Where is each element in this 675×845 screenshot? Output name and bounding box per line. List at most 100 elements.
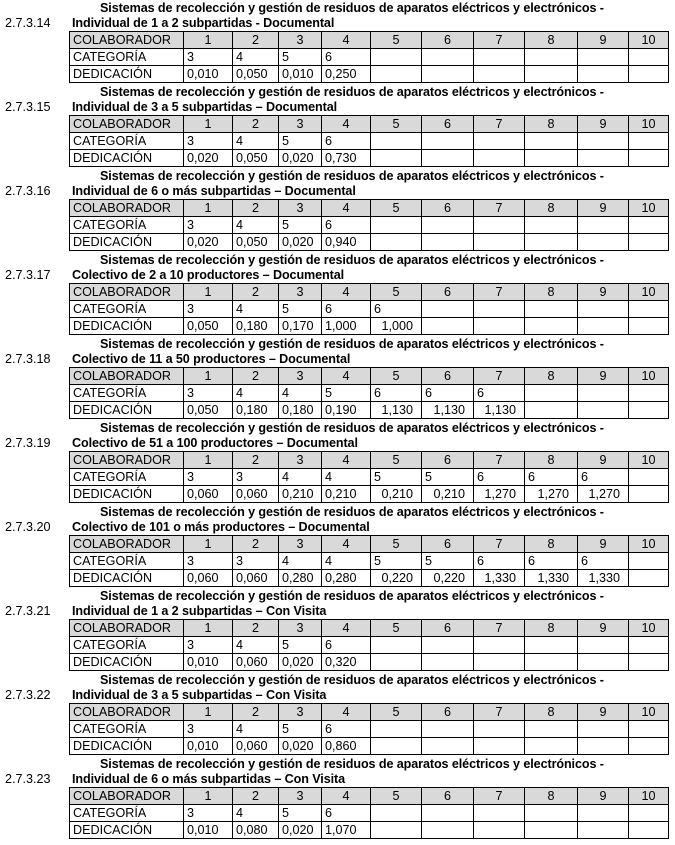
categoria-cell: 3 bbox=[183, 384, 233, 402]
categoria-cell bbox=[628, 636, 669, 654]
categoria-cell bbox=[421, 216, 474, 234]
dedicacion-cell: 0,180 bbox=[232, 401, 279, 419]
dedicacion-cell bbox=[577, 401, 629, 419]
categoria-cell: 5 bbox=[278, 216, 322, 234]
categoria-row: CATEGORÍA 3 4 5 6 bbox=[69, 216, 669, 234]
row-label: CATEGORÍA bbox=[69, 552, 184, 570]
dedicacion-cell bbox=[421, 233, 474, 251]
dedicacion-cell: 0,020 bbox=[183, 233, 233, 251]
dedicacion-cell: 0,060 bbox=[232, 569, 279, 587]
header-cell: 8 bbox=[524, 787, 578, 805]
section-title-line1: Sistemas de recolección y gestión de res… bbox=[100, 505, 604, 519]
categoria-cell bbox=[577, 636, 629, 654]
categoria-cell: 6 bbox=[473, 468, 525, 486]
dedicacion-cell bbox=[524, 65, 578, 83]
categoria-cell bbox=[577, 720, 629, 738]
dedicacion-cell: 0,280 bbox=[278, 569, 322, 587]
row-label: DEDICACIÓN bbox=[69, 653, 184, 671]
categoria-row: CATEGORÍA 3 4 5 6 bbox=[69, 804, 669, 822]
dedicacion-row: DEDICACIÓN 0,010 0,050 0,010 0,250 bbox=[69, 65, 669, 83]
categoria-cell: 5 bbox=[421, 468, 474, 486]
dedicacion-cell: 0,220 bbox=[370, 569, 422, 587]
header-cell: 9 bbox=[577, 367, 629, 385]
section-2-7-3-21: 2.7.3.21 Sistemas de recolección y gestió… bbox=[0, 588, 675, 672]
categoria-cell bbox=[421, 48, 474, 66]
categoria-cell: 6 bbox=[321, 636, 371, 654]
section-number: 2.7.3.22 bbox=[5, 688, 51, 702]
section-title-line2: Individual de 3 a 5 subpartidas – Con Vi… bbox=[72, 688, 327, 702]
header-cell: 4 bbox=[321, 115, 371, 133]
dedicacion-row: DEDICACIÓN 0,060 0,060 0,280 0,280 0,220 0,220… bbox=[69, 569, 669, 587]
header-cell: 7 bbox=[473, 703, 525, 721]
row-label: CATEGORÍA bbox=[69, 804, 184, 822]
header-cell: 5 bbox=[370, 115, 422, 133]
dedicacion-cell: 0,060 bbox=[232, 737, 279, 755]
dedication-table: COLABORADOR 1 2 3 4 5 6 7 8 9 10 CATEGORÍA 3 4 5 6 DEDIC… bbox=[69, 787, 669, 839]
categoria-cell: 5 bbox=[370, 552, 422, 570]
categoria-cell: 6 bbox=[321, 804, 371, 822]
dedicacion-cell bbox=[421, 149, 474, 167]
header-cell: 5 bbox=[370, 199, 422, 217]
section-title-line2: Colectivo de 101 o más productores – Doc… bbox=[72, 520, 370, 534]
header-cell: 6 bbox=[421, 31, 474, 49]
dedicacion-cell bbox=[524, 317, 578, 335]
categoria-cell bbox=[577, 300, 629, 318]
dedicacion-row: DEDICACIÓN 0,010 0,080 0,020 1,070 bbox=[69, 821, 669, 839]
dedicacion-cell bbox=[421, 821, 474, 839]
header-cell: 7 bbox=[473, 367, 525, 385]
categoria-cell bbox=[524, 132, 578, 150]
header-cell: 4 bbox=[321, 535, 371, 553]
section-2-7-3-20: 2.7.3.20 Sistemas de recolección y gestió… bbox=[0, 504, 675, 588]
dedicacion-cell bbox=[628, 821, 669, 839]
header-row: COLABORADOR 1 2 3 4 5 6 7 8 9 10 bbox=[69, 367, 669, 385]
categoria-cell: 4 bbox=[232, 216, 279, 234]
dedicacion-cell: 0,210 bbox=[421, 485, 474, 503]
header-colaborador: COLABORADOR bbox=[69, 703, 184, 721]
header-colaborador: COLABORADOR bbox=[69, 283, 184, 301]
header-cell: 3 bbox=[278, 31, 322, 49]
dedicacion-cell: 0,190 bbox=[321, 401, 371, 419]
categoria-cell bbox=[421, 720, 474, 738]
dedicacion-cell: 1,330 bbox=[473, 569, 525, 587]
dedicacion-cell bbox=[577, 65, 629, 83]
categoria-cell bbox=[370, 216, 422, 234]
header-cell: 4 bbox=[321, 31, 371, 49]
header-cell: 6 bbox=[421, 619, 474, 637]
categoria-cell: 4 bbox=[321, 468, 371, 486]
categoria-cell bbox=[628, 132, 669, 150]
header-colaborador: COLABORADOR bbox=[69, 31, 184, 49]
categoria-cell bbox=[628, 720, 669, 738]
categoria-row: CATEGORÍA 3 4 4 5 6 6 6 bbox=[69, 384, 669, 402]
categoria-cell bbox=[421, 132, 474, 150]
header-cell: 10 bbox=[628, 703, 669, 721]
section-title-line1: Sistemas de recolección y gestión de res… bbox=[100, 421, 604, 435]
categoria-cell: 6 bbox=[421, 384, 474, 402]
dedicacion-cell bbox=[628, 149, 669, 167]
header-cell: 2 bbox=[232, 619, 279, 637]
dedicacion-cell: 1,270 bbox=[473, 485, 525, 503]
header-cell: 9 bbox=[577, 199, 629, 217]
dedicacion-cell bbox=[577, 233, 629, 251]
categoria-cell: 4 bbox=[278, 468, 322, 486]
dedicacion-cell: 0,050 bbox=[232, 233, 279, 251]
header-cell: 3 bbox=[278, 115, 322, 133]
categoria-cell bbox=[524, 48, 578, 66]
header-cell: 9 bbox=[577, 31, 629, 49]
categoria-cell bbox=[370, 132, 422, 150]
dedicacion-cell bbox=[577, 653, 629, 671]
header-row: COLABORADOR 1 2 3 4 5 6 7 8 9 10 bbox=[69, 787, 669, 805]
categoria-cell: 5 bbox=[278, 132, 322, 150]
dedication-table: COLABORADOR 1 2 3 4 5 6 7 8 9 10 CATEGORÍA 3 4 5 6 DEDIC… bbox=[69, 31, 669, 83]
header-cell: 3 bbox=[278, 283, 322, 301]
categoria-cell: 5 bbox=[321, 384, 371, 402]
header-cell: 7 bbox=[473, 451, 525, 469]
section-number: 2.7.3.17 bbox=[5, 268, 51, 282]
categoria-cell: 4 bbox=[232, 720, 279, 738]
dedicacion-cell: 1,330 bbox=[577, 569, 629, 587]
dedicacion-cell: 0,210 bbox=[278, 485, 322, 503]
categoria-row: CATEGORÍA 3 3 4 4 5 5 6 6 6 bbox=[69, 468, 669, 486]
dedicacion-cell: 0,280 bbox=[321, 569, 371, 587]
dedicacion-cell: 0,020 bbox=[278, 653, 322, 671]
header-cell: 9 bbox=[577, 787, 629, 805]
dedicacion-cell: 0,210 bbox=[321, 485, 371, 503]
